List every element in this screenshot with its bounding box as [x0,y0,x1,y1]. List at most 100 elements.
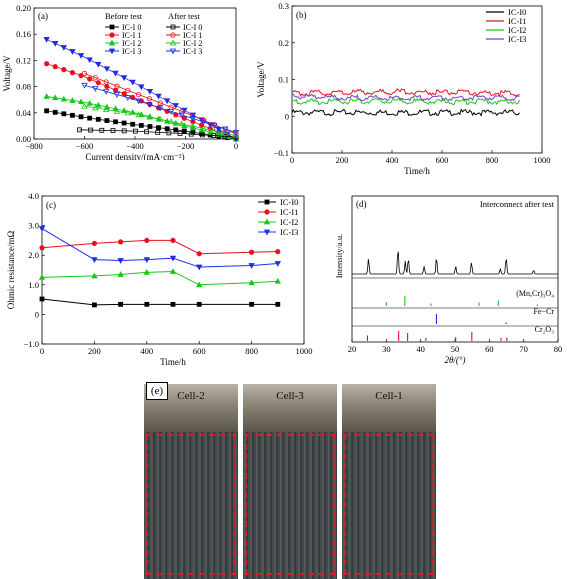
photo-panel-e: Cell-2 Cell-3 Cell-1 [140,380,440,579]
data-point [38,274,46,280]
chart-a: −800 −600 −400 −200 0 0.00 0.04 0.08 0.12 0.16 0.2… [2,3,240,160]
y-tick-label: 2.0 [28,250,39,260]
data-point [169,255,177,262]
data-point [177,131,183,136]
x-tick-label: 800 [245,346,258,356]
data-point [169,48,177,55]
panel-label-b: (b) [296,10,307,20]
data-point [52,94,59,101]
data-point [157,116,164,122]
data-point [167,108,175,115]
legend-label: IC-I 0 [122,23,141,32]
data-point [196,301,202,307]
data-point [110,128,116,133]
data-point [86,100,93,106]
data-point [200,132,205,138]
data-point [43,93,50,99]
legend-label: IC-I1 [508,16,526,26]
plot-frame [41,195,305,345]
chart-d: (d) Interconnect after test (Mn,Cr)₃O₄ Fe−C… [334,195,562,365]
data-point [121,91,127,97]
x-axis-label: Time/h [160,357,186,367]
series-line [41,270,278,286]
x-tick-label: 20 [348,344,357,354]
x-axis-label: Current density/(mA·cm⁻²) [85,152,184,160]
data-point [81,102,88,109]
data-point [275,301,281,307]
data-point [60,45,68,51]
x-tick-label: 0 [40,346,44,356]
y-tick-label: 0 [35,309,39,319]
data-point [163,98,171,105]
data-point [102,106,110,113]
data-point [81,70,88,77]
x-tick-label: 50 [451,344,460,354]
data-point [211,127,218,134]
x-tick-label: −800 [25,141,43,151]
y-axis-label: Voltage/V [2,55,12,92]
data-point [164,126,170,132]
data-point [232,132,240,139]
data-point [264,209,270,215]
data-point [77,127,82,133]
legend-label: IC-I 2 [183,39,202,48]
series-line [291,88,520,98]
data-point [157,105,164,112]
x-tick-label: −200 [177,141,195,151]
data-point [95,61,102,68]
y-tick-label: 0.2 [278,38,289,48]
data-point [124,109,131,116]
legend-label: IC-I 1 [183,31,202,40]
x-axis-label: Time/h [404,166,430,176]
plot-frame [291,5,543,154]
chart-c-plot: 0 200 400 600 800 1000−1.001.02.03.04.0Time/h… [6,191,313,367]
data-point [114,83,120,89]
data-point [108,39,116,46]
reference-label: Cr₂O₃ [535,325,555,334]
data-point [102,89,110,95]
data-point [132,128,138,134]
legend-label: IC-I2 [508,25,526,35]
panel-label-e: (e) [146,382,168,400]
x-tick-label: 800 [486,155,499,165]
data-point [86,57,93,64]
data-point [135,111,142,118]
data-point [91,257,98,263]
x-tick-label: 0 [290,155,294,165]
data-point [170,24,176,30]
data-point [200,119,207,126]
y-tick-label: 0.1 [278,75,289,85]
data-point [144,129,149,135]
data-point [170,301,176,307]
data-point [113,92,121,98]
y-tick-label: 0.16 [16,29,31,39]
data-point [124,95,131,101]
data-point [169,268,177,274]
data-point [275,249,281,255]
y-tick-label: 0 [285,111,289,121]
data-point [221,126,229,133]
y-tick-label: 0.08 [16,82,31,92]
data-point [92,302,97,308]
y-tick-label: 0.04 [16,108,32,118]
reference-label: Fe−Cr [533,307,554,316]
data-point [61,111,67,117]
data-point [52,109,58,115]
data-point [170,32,176,38]
x-tick-label: 200 [336,155,349,165]
data-point [179,108,185,114]
data-point [189,122,196,129]
data-point [173,127,179,133]
data-point [44,108,50,114]
xrd-pattern [352,251,558,275]
photo-caption: Cell-2 [177,390,205,402]
data-point [130,121,136,127]
data-point [118,239,124,245]
legend-label: IC-I1 [280,207,298,217]
y-axis-label: Voltage/V [256,61,266,98]
data-point [155,93,162,100]
data-point [156,125,161,131]
data-point [87,115,93,121]
chart-a-plot: −800 −600 −400 −200 0 0.00 0.04 0.08 0.12 0.16 0.2… [2,3,240,160]
chart-title: Interconnect after test [480,199,555,209]
